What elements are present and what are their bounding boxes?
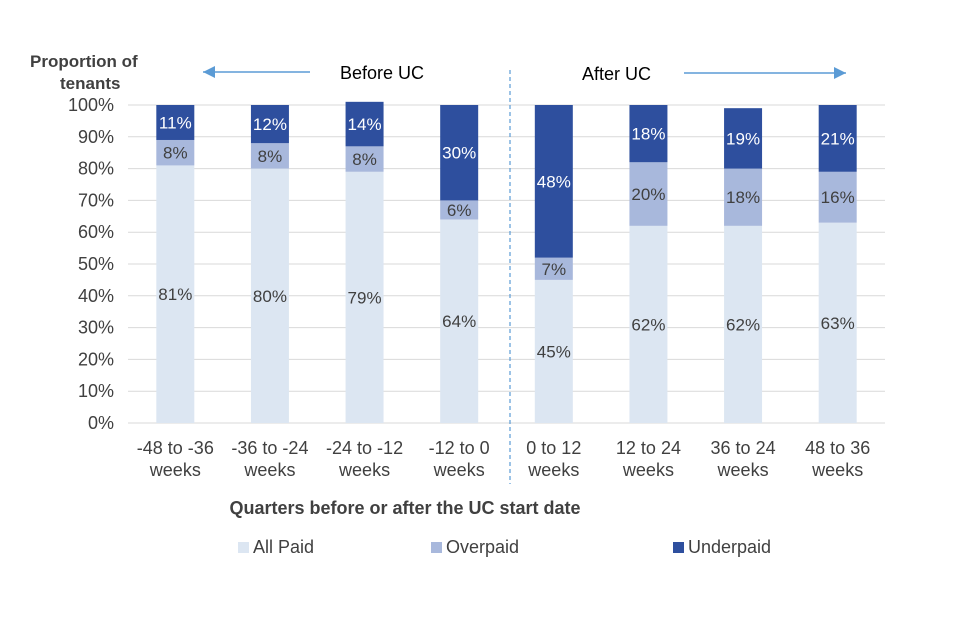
x-category-label: weeks bbox=[811, 460, 863, 480]
underpaid-segment bbox=[724, 108, 763, 169]
overpaid-data-label: 20% bbox=[631, 185, 665, 204]
before-uc-annotation: Before UC bbox=[340, 63, 424, 83]
all-paid-data-label: 62% bbox=[726, 315, 760, 334]
underpaid-segment bbox=[440, 105, 479, 201]
y-tick-label: 20% bbox=[78, 349, 114, 369]
y-tick-label: 30% bbox=[78, 318, 114, 338]
overpaid-legend-label: Overpaid bbox=[446, 537, 519, 557]
y-tick-label: 70% bbox=[78, 190, 114, 210]
underpaid-data-label: 30% bbox=[442, 144, 476, 163]
all-paid-segment bbox=[629, 225, 668, 423]
overpaid-segment bbox=[156, 139, 195, 166]
x-category-label: -24 to -12 bbox=[326, 438, 403, 458]
overpaid-data-label: 6% bbox=[447, 201, 472, 220]
overpaid-segment bbox=[724, 168, 763, 226]
all-paid-legend-label: All Paid bbox=[253, 537, 314, 557]
underpaid-data-label: 18% bbox=[631, 125, 665, 144]
bars: 81% 8% 11% 80% 8% 12% 79% 8% 14% 64% 6% 30% 45% 7% 48%… bbox=[156, 101, 857, 424]
overpaid-segment bbox=[629, 162, 668, 226]
underpaid-legend-swatch bbox=[673, 542, 684, 553]
y-axis-ticks: 0% 10% 20% 30% 40% 50% 60% 70% 80% 90% 100% bbox=[68, 95, 114, 433]
y-axis-label-line-2: tenants bbox=[60, 74, 120, 93]
all-paid-segment bbox=[534, 279, 573, 423]
underpaid-legend-label: Underpaid bbox=[688, 537, 771, 557]
overpaid-legend-swatch bbox=[431, 542, 442, 553]
x-category-label: weeks bbox=[717, 460, 769, 480]
underpaid-data-label: 12% bbox=[253, 115, 287, 134]
all-paid-data-label: 64% bbox=[442, 312, 476, 331]
x-category-label: weeks bbox=[622, 460, 674, 480]
y-tick-label: 0% bbox=[88, 413, 114, 433]
underpaid-data-label: 48% bbox=[537, 172, 571, 191]
x-category-label: weeks bbox=[433, 460, 485, 480]
y-tick-label: 10% bbox=[78, 381, 114, 401]
overpaid-data-label: 8% bbox=[258, 147, 283, 166]
y-tick-label: 50% bbox=[78, 254, 114, 274]
overpaid-segment bbox=[345, 146, 384, 172]
y-tick-label: 100% bbox=[68, 95, 114, 115]
x-axis-label: Quarters before or after the UC start da… bbox=[229, 498, 580, 518]
underpaid-data-label: 14% bbox=[348, 115, 382, 134]
all-paid-segment bbox=[440, 219, 479, 423]
y-tick-label: 90% bbox=[78, 127, 114, 147]
underpaid-segment bbox=[250, 105, 289, 144]
x-category-label: -36 to -24 bbox=[231, 438, 308, 458]
x-category-label: weeks bbox=[338, 460, 390, 480]
y-tick-label: 60% bbox=[78, 222, 114, 242]
all-paid-legend-swatch bbox=[238, 542, 249, 553]
overpaid-data-label: 8% bbox=[163, 144, 188, 163]
x-category-label: -12 to 0 bbox=[429, 438, 490, 458]
y-tick-label: 80% bbox=[78, 159, 114, 179]
legend: All Paid Overpaid Underpaid bbox=[238, 537, 771, 557]
overpaid-segment bbox=[440, 200, 479, 220]
after-uc-annotation: After UC bbox=[582, 64, 651, 84]
all-paid-data-label: 45% bbox=[537, 342, 571, 361]
x-category-label: 36 to 24 bbox=[711, 438, 776, 458]
x-category-label: 0 to 12 bbox=[526, 438, 581, 458]
overpaid-data-label: 7% bbox=[542, 260, 567, 279]
overpaid-data-label: 8% bbox=[352, 150, 377, 169]
all-paid-segment bbox=[345, 171, 384, 423]
x-category-label: weeks bbox=[243, 460, 295, 480]
x-category-label: weeks bbox=[149, 460, 201, 480]
y-axis-label-line-1: Proportion of bbox=[30, 52, 138, 71]
all-paid-data-label: 62% bbox=[631, 315, 665, 334]
all-paid-segment bbox=[724, 225, 763, 423]
overpaid-segment bbox=[250, 143, 289, 169]
all-paid-data-label: 80% bbox=[253, 287, 287, 306]
underpaid-segment bbox=[156, 105, 195, 140]
underpaid-segment bbox=[629, 105, 668, 163]
underpaid-segment bbox=[534, 105, 573, 258]
underpaid-segment bbox=[818, 105, 857, 172]
x-category-label: weeks bbox=[527, 460, 579, 480]
overpaid-data-label: 16% bbox=[821, 188, 855, 207]
x-category-label: -48 to -36 bbox=[137, 438, 214, 458]
overpaid-data-label: 18% bbox=[726, 188, 760, 207]
x-category-label: 12 to 24 bbox=[616, 438, 681, 458]
y-tick-label: 40% bbox=[78, 286, 114, 306]
all-paid-data-label: 81% bbox=[158, 285, 192, 304]
all-paid-segment bbox=[818, 222, 857, 423]
all-paid-data-label: 79% bbox=[348, 288, 382, 307]
all-paid-segment bbox=[156, 165, 195, 424]
overpaid-segment bbox=[818, 171, 857, 223]
underpaid-data-label: 19% bbox=[726, 129, 760, 148]
overpaid-segment bbox=[534, 257, 573, 280]
underpaid-data-label: 21% bbox=[821, 129, 855, 148]
all-paid-segment bbox=[250, 168, 289, 423]
underpaid-data-label: 11% bbox=[159, 113, 192, 132]
underpaid-segment bbox=[345, 101, 384, 147]
all-paid-data-label: 63% bbox=[821, 314, 855, 333]
x-category-label: 48 to 36 bbox=[805, 438, 870, 458]
gridlines bbox=[128, 104, 885, 424]
